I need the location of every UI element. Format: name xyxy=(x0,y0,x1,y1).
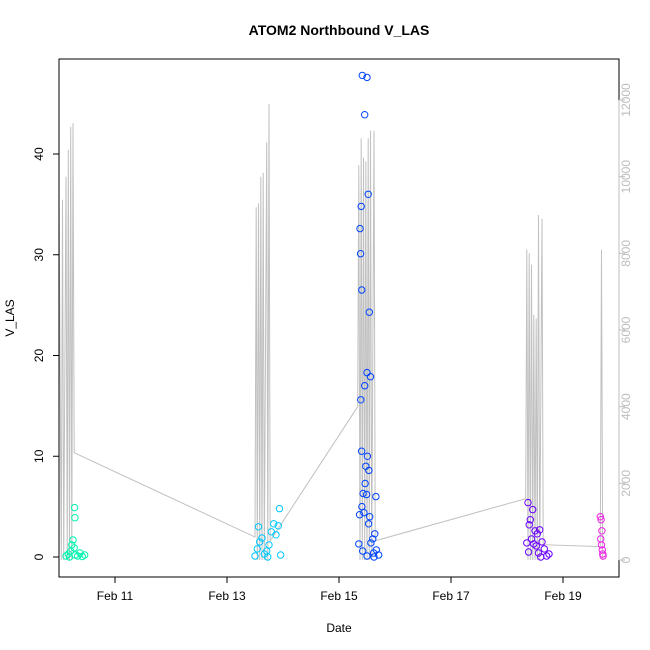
data-point xyxy=(364,190,372,199)
data-point xyxy=(361,382,369,390)
data-point xyxy=(69,536,77,544)
data-point xyxy=(365,308,373,316)
data-point xyxy=(538,538,546,546)
x-tick-label: Feb 17 xyxy=(432,589,470,603)
data-point xyxy=(530,540,538,548)
data-point xyxy=(267,528,275,536)
data-point xyxy=(370,553,378,561)
y-axis-left: 0 10 20 30 40 xyxy=(32,147,59,560)
data-point xyxy=(363,73,371,82)
x-axis: Feb 11 Feb 13 Feb 15 Feb 17 Feb 19 xyxy=(97,577,582,603)
data-point xyxy=(525,521,533,529)
data-point xyxy=(355,540,363,548)
data-point xyxy=(359,489,367,498)
y-left-tick-label: 40 xyxy=(32,147,46,161)
data-point xyxy=(274,522,282,530)
data-point xyxy=(254,523,263,531)
data-point xyxy=(534,549,543,557)
data-point xyxy=(540,545,548,553)
y-axis-label: V_LAS xyxy=(3,299,17,336)
y-right-tick-label: 4000 xyxy=(619,393,633,420)
data-point xyxy=(361,479,369,488)
data-point xyxy=(599,552,607,560)
data-point xyxy=(533,530,541,538)
data-point xyxy=(357,447,366,455)
data-point xyxy=(65,553,74,561)
x-axis-label: Date xyxy=(326,621,352,635)
data-point xyxy=(545,550,553,558)
data-point xyxy=(597,516,605,524)
data-point xyxy=(277,551,285,559)
data-point xyxy=(532,542,540,550)
y-right-tick-label: 0 xyxy=(619,556,633,563)
y-left-tick-label: 30 xyxy=(32,248,46,262)
data-point xyxy=(357,202,365,211)
data-point xyxy=(371,530,379,538)
data-point xyxy=(363,552,371,560)
x-tick-label: Feb 19 xyxy=(544,589,582,603)
data-point xyxy=(364,520,373,528)
data-point xyxy=(253,545,261,553)
data-point xyxy=(275,504,284,513)
data-point xyxy=(356,250,365,258)
y-right-tick-label: 2000 xyxy=(619,470,633,497)
data-point xyxy=(369,549,378,557)
x-tick-label: Feb 15 xyxy=(320,589,358,603)
y-axis-right: 0 2000 4000 6000 8000 10000 12000 xyxy=(618,83,633,563)
data-point xyxy=(536,526,544,534)
data-point xyxy=(361,111,369,119)
scatter-points-layer xyxy=(62,71,607,561)
data-point xyxy=(356,224,364,233)
data-point xyxy=(372,492,380,501)
data-point xyxy=(357,396,365,404)
y-left-tick-label: 20 xyxy=(32,349,46,363)
data-point xyxy=(366,373,375,381)
data-point xyxy=(537,553,545,561)
y-left-tick-label: 0 xyxy=(32,553,46,560)
data-point xyxy=(272,531,280,539)
data-point xyxy=(596,513,604,521)
data-point xyxy=(264,553,272,561)
data-point xyxy=(375,551,383,559)
data-point xyxy=(265,541,273,549)
data-point xyxy=(358,71,366,80)
y-left-tick-label: 10 xyxy=(32,449,46,463)
data-point xyxy=(71,514,79,522)
data-point xyxy=(524,548,533,556)
right-axis-line-series xyxy=(58,103,604,561)
x-tick-label: Feb 11 xyxy=(97,589,134,603)
y-right-tick-label: 10000 xyxy=(619,160,633,194)
data-point xyxy=(359,547,367,555)
data-point xyxy=(258,534,266,542)
data-point xyxy=(598,527,606,535)
data-point xyxy=(360,509,368,517)
data-point xyxy=(358,286,366,294)
data-point xyxy=(362,490,371,499)
data-point xyxy=(363,452,372,460)
data-point xyxy=(524,498,532,507)
data-point xyxy=(70,544,78,552)
y-right-tick-label: 12000 xyxy=(619,83,633,117)
data-point xyxy=(369,535,377,543)
data-point xyxy=(355,511,364,519)
data-point xyxy=(529,505,537,514)
data-point xyxy=(256,538,264,546)
chart-title: ATOM2 Northbound V_LAS xyxy=(249,22,430,38)
data-point xyxy=(70,503,79,512)
data-point xyxy=(365,466,373,475)
data-point xyxy=(523,539,531,547)
data-point xyxy=(597,541,606,549)
y-right-tick-label: 6000 xyxy=(619,316,633,343)
series-line xyxy=(58,103,604,561)
x-tick-label: Feb 13 xyxy=(208,589,246,603)
data-point xyxy=(526,516,534,524)
data-point xyxy=(62,552,70,560)
data-point xyxy=(81,551,89,559)
data-point xyxy=(270,520,278,528)
y-right-tick-label: 8000 xyxy=(619,240,633,267)
data-point xyxy=(251,552,259,560)
data-point xyxy=(367,539,375,547)
data-point xyxy=(366,513,374,521)
